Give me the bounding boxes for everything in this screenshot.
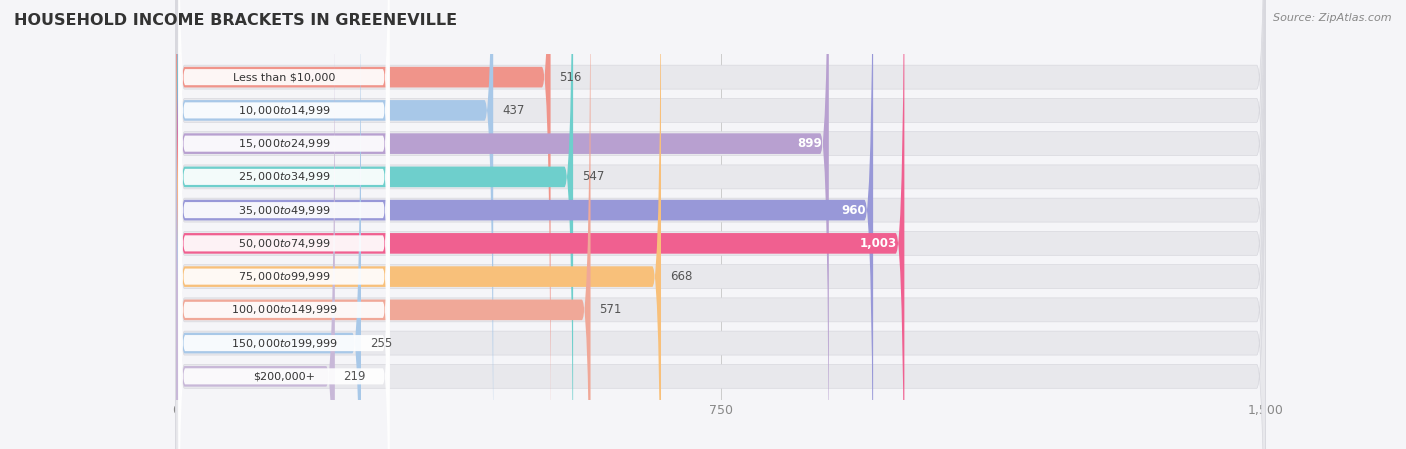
- FancyBboxPatch shape: [176, 0, 828, 449]
- Text: $100,000 to $149,999: $100,000 to $149,999: [231, 304, 337, 317]
- Text: 1,003: 1,003: [860, 237, 897, 250]
- FancyBboxPatch shape: [176, 0, 591, 449]
- FancyBboxPatch shape: [179, 85, 389, 449]
- Text: 437: 437: [502, 104, 524, 117]
- FancyBboxPatch shape: [179, 0, 389, 449]
- FancyBboxPatch shape: [176, 0, 1265, 449]
- FancyBboxPatch shape: [179, 52, 389, 449]
- Text: 899: 899: [797, 137, 821, 150]
- FancyBboxPatch shape: [179, 0, 389, 449]
- Text: $10,000 to $14,999: $10,000 to $14,999: [238, 104, 330, 117]
- Text: $15,000 to $24,999: $15,000 to $24,999: [238, 137, 330, 150]
- FancyBboxPatch shape: [179, 0, 389, 449]
- Text: 255: 255: [370, 337, 392, 350]
- FancyBboxPatch shape: [179, 0, 389, 449]
- Text: $150,000 to $199,999: $150,000 to $199,999: [231, 337, 337, 350]
- Text: 668: 668: [669, 270, 692, 283]
- FancyBboxPatch shape: [176, 0, 361, 449]
- FancyBboxPatch shape: [179, 0, 389, 368]
- Text: $35,000 to $49,999: $35,000 to $49,999: [238, 204, 330, 216]
- FancyBboxPatch shape: [176, 0, 1265, 449]
- FancyBboxPatch shape: [176, 0, 1265, 449]
- FancyBboxPatch shape: [176, 0, 1265, 449]
- Text: $75,000 to $99,999: $75,000 to $99,999: [238, 270, 330, 283]
- Text: $200,000+: $200,000+: [253, 371, 315, 381]
- FancyBboxPatch shape: [176, 0, 335, 449]
- FancyBboxPatch shape: [176, 0, 551, 449]
- FancyBboxPatch shape: [176, 0, 904, 449]
- FancyBboxPatch shape: [179, 0, 389, 401]
- FancyBboxPatch shape: [176, 0, 494, 449]
- FancyBboxPatch shape: [176, 0, 1265, 449]
- FancyBboxPatch shape: [176, 0, 873, 449]
- FancyBboxPatch shape: [176, 0, 661, 449]
- FancyBboxPatch shape: [176, 0, 1265, 449]
- FancyBboxPatch shape: [176, 0, 1265, 449]
- Text: 571: 571: [599, 304, 621, 317]
- FancyBboxPatch shape: [176, 0, 1265, 449]
- FancyBboxPatch shape: [176, 0, 1265, 449]
- Text: Less than $10,000: Less than $10,000: [233, 72, 335, 82]
- FancyBboxPatch shape: [176, 0, 1265, 449]
- Text: 547: 547: [582, 170, 605, 183]
- Text: 960: 960: [841, 204, 866, 216]
- Text: 516: 516: [560, 70, 582, 84]
- Text: 219: 219: [343, 370, 366, 383]
- Text: Source: ZipAtlas.com: Source: ZipAtlas.com: [1274, 13, 1392, 23]
- Text: $50,000 to $74,999: $50,000 to $74,999: [238, 237, 330, 250]
- FancyBboxPatch shape: [176, 0, 574, 449]
- Text: $25,000 to $34,999: $25,000 to $34,999: [238, 170, 330, 183]
- FancyBboxPatch shape: [179, 0, 389, 435]
- Text: HOUSEHOLD INCOME BRACKETS IN GREENEVILLE: HOUSEHOLD INCOME BRACKETS IN GREENEVILLE: [14, 13, 457, 28]
- FancyBboxPatch shape: [179, 19, 389, 449]
